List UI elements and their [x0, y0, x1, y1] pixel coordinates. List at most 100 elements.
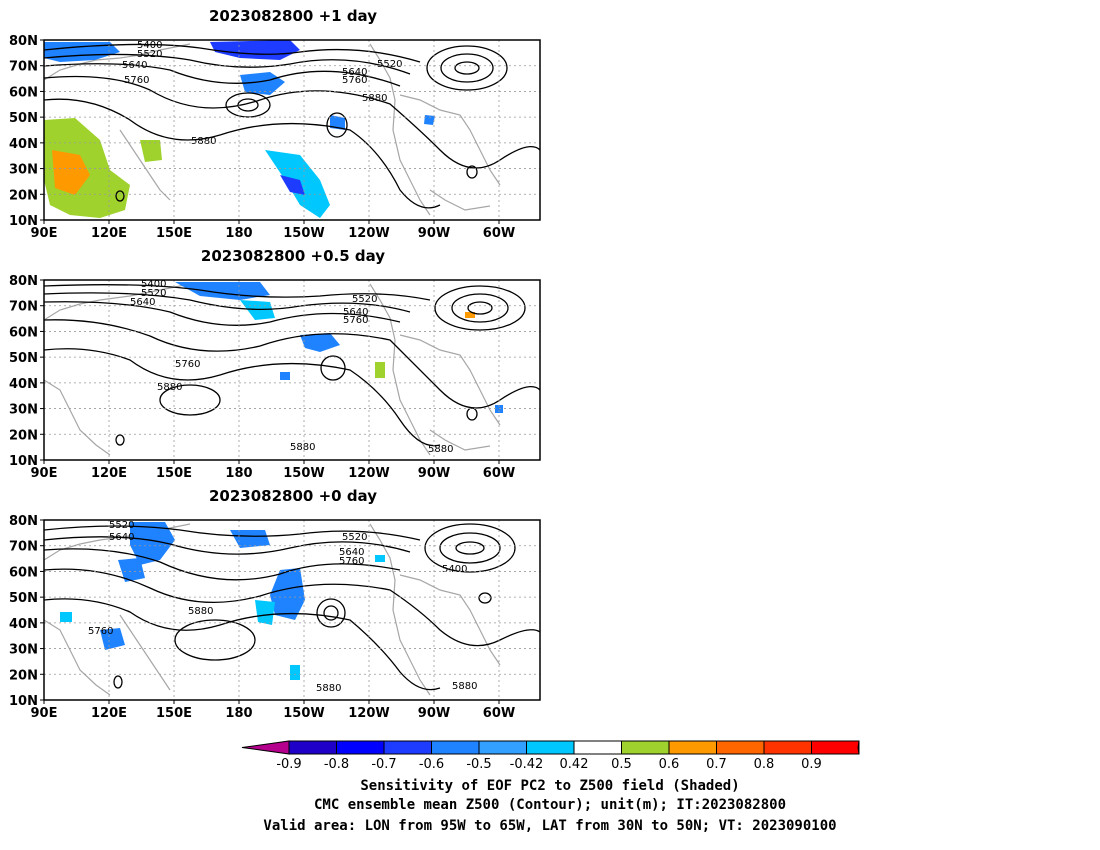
svg-text:5400: 5400: [137, 40, 162, 51]
map-frame: [43, 519, 541, 701]
lat-tick-label: 10N: [9, 454, 38, 469]
lon-tick-label: 180: [225, 226, 252, 241]
lat-tick-label: 10N: [9, 214, 38, 229]
svg-text:5400: 5400: [141, 279, 166, 290]
colorbar-extend-high: [857, 740, 860, 755]
svg-text:5880: 5880: [290, 442, 315, 453]
contour-labels: 5520 5640 5520 5640 5760 5400 5880 5760 …: [88, 520, 477, 694]
colorbar-tick-label: -0.6: [419, 757, 444, 772]
svg-text:5520: 5520: [109, 520, 134, 531]
svg-text:5520: 5520: [377, 59, 402, 70]
svg-text:5760: 5760: [175, 359, 200, 370]
lon-tick-label: 150W: [283, 226, 324, 241]
lon-tick-label: 60W: [483, 226, 515, 241]
svg-text:5760: 5760: [342, 75, 367, 86]
lon-tick-label: 150E: [156, 466, 192, 481]
colorbar-box: [478, 740, 527, 755]
lat-tick-label: 20N: [9, 428, 38, 443]
colorbar-tick-label: 0.42: [560, 757, 589, 772]
grid-lines: [44, 40, 540, 220]
lon-tick-label: 120E: [91, 226, 127, 241]
lon-tick-label: 120W: [348, 466, 389, 481]
colorbar-box: [288, 740, 337, 755]
grid-lines: [44, 520, 540, 700]
map-frame-background: [44, 280, 540, 460]
contour-labels: 5400 5520 5640 5520 5640 5760 5760 5880 …: [130, 279, 453, 455]
colorbar: -0.9 -0.8 -0.7 -0.6 -0.5 -0.42 0.42 0.5 0.6 0.7 0.…: [241, 740, 860, 772]
map-frame: [43, 279, 541, 461]
svg-text:5880: 5880: [362, 93, 387, 104]
svg-text:5880: 5880: [316, 683, 341, 694]
svg-text:5520: 5520: [342, 532, 367, 543]
lon-tick-label: 90E: [31, 466, 58, 481]
panel-title: 2023082800 +0.5 day: [201, 247, 385, 265]
colorbar-tick-label: -0.5: [466, 757, 491, 772]
colorbar-box: [336, 740, 385, 755]
svg-text:5520: 5520: [141, 288, 166, 299]
colorbar-tick-label: -0.8: [324, 757, 349, 772]
svg-text:5880: 5880: [428, 444, 453, 455]
lon-tick-label: 120W: [348, 706, 389, 721]
svg-text:5880: 5880: [188, 606, 213, 617]
lat-tick-label: 20N: [9, 668, 38, 683]
lat-tick-label: 30N: [9, 403, 38, 418]
lon-tick-label: 90W: [418, 466, 450, 481]
svg-text:5760: 5760: [343, 315, 368, 326]
colorbar-tick-label: -0.7: [371, 757, 396, 772]
lon-tick-label: 90W: [418, 226, 450, 241]
map-frame: [43, 39, 541, 221]
figure-caption: Sensitivity of EOF PC2 to Z500 field (Sh…: [263, 778, 836, 834]
svg-text:5760: 5760: [124, 75, 149, 86]
lon-tick-label: 150E: [156, 706, 192, 721]
svg-text:5640: 5640: [339, 547, 364, 558]
lon-tick-label: 120W: [348, 226, 389, 241]
colorbar-tick-label: 0.8: [754, 757, 775, 772]
lat-tick-label: 80N: [9, 34, 38, 49]
lat-tick-label: 10N: [9, 694, 38, 709]
colorbar-box: [763, 740, 812, 755]
lat-tick-label: 60N: [9, 565, 38, 580]
grid-lines: [44, 280, 540, 460]
lat-tick-label: 60N: [9, 325, 38, 340]
lon-tick-label: 150E: [156, 226, 192, 241]
lat-tick-label: 70N: [9, 300, 38, 315]
colorbar-tick-label: 0.9: [801, 757, 822, 772]
colorbar-box: [573, 740, 622, 755]
caption-line-2: CMC ensemble mean Z500 (Contour); unit(m…: [314, 797, 786, 813]
lat-tick-label: 20N: [9, 188, 38, 203]
svg-text:5880: 5880: [452, 681, 477, 692]
lon-tick-label: 150W: [283, 466, 324, 481]
caption-line-3: Valid area: LON from 95W to 65W, LAT fro…: [263, 818, 836, 834]
colorbar-tick-label: 0.6: [659, 757, 680, 772]
colorbar-box: [383, 740, 432, 755]
svg-text:5880: 5880: [191, 136, 216, 147]
lon-tick-label: 120E: [91, 466, 127, 481]
lat-tick-label: 80N: [9, 514, 38, 529]
lon-tick-label: 150W: [283, 706, 324, 721]
lon-tick-label: 180: [225, 466, 252, 481]
colorbar-tick-label: 0.5: [611, 757, 632, 772]
lat-tick-label: 50N: [9, 351, 38, 366]
lon-tick-label: 90W: [418, 706, 450, 721]
lon-tick-label: 120E: [91, 706, 127, 721]
lon-tick-label: 60W: [483, 466, 515, 481]
svg-text:5760: 5760: [88, 626, 113, 637]
lat-tick-label: 40N: [9, 137, 38, 152]
lat-tick-label: 30N: [9, 643, 38, 658]
colorbar-extend-low: [241, 740, 290, 755]
lon-tick-label: 180: [225, 706, 252, 721]
colorbar-box: [621, 740, 670, 755]
colorbar-box: [431, 740, 480, 755]
svg-text:5640: 5640: [109, 532, 134, 543]
svg-text:5640: 5640: [130, 297, 155, 308]
lon-tick-label: 60W: [483, 706, 515, 721]
svg-text:5400: 5400: [442, 564, 467, 575]
colorbar-tick-label: 0.7: [706, 757, 727, 772]
map-panel-plus-0-day: 2023082800 +0 day: [9, 487, 541, 721]
lat-tick-label: 30N: [9, 163, 38, 178]
colorbar-tick-label: -0.9: [276, 757, 301, 772]
svg-text:5520: 5520: [137, 49, 162, 60]
